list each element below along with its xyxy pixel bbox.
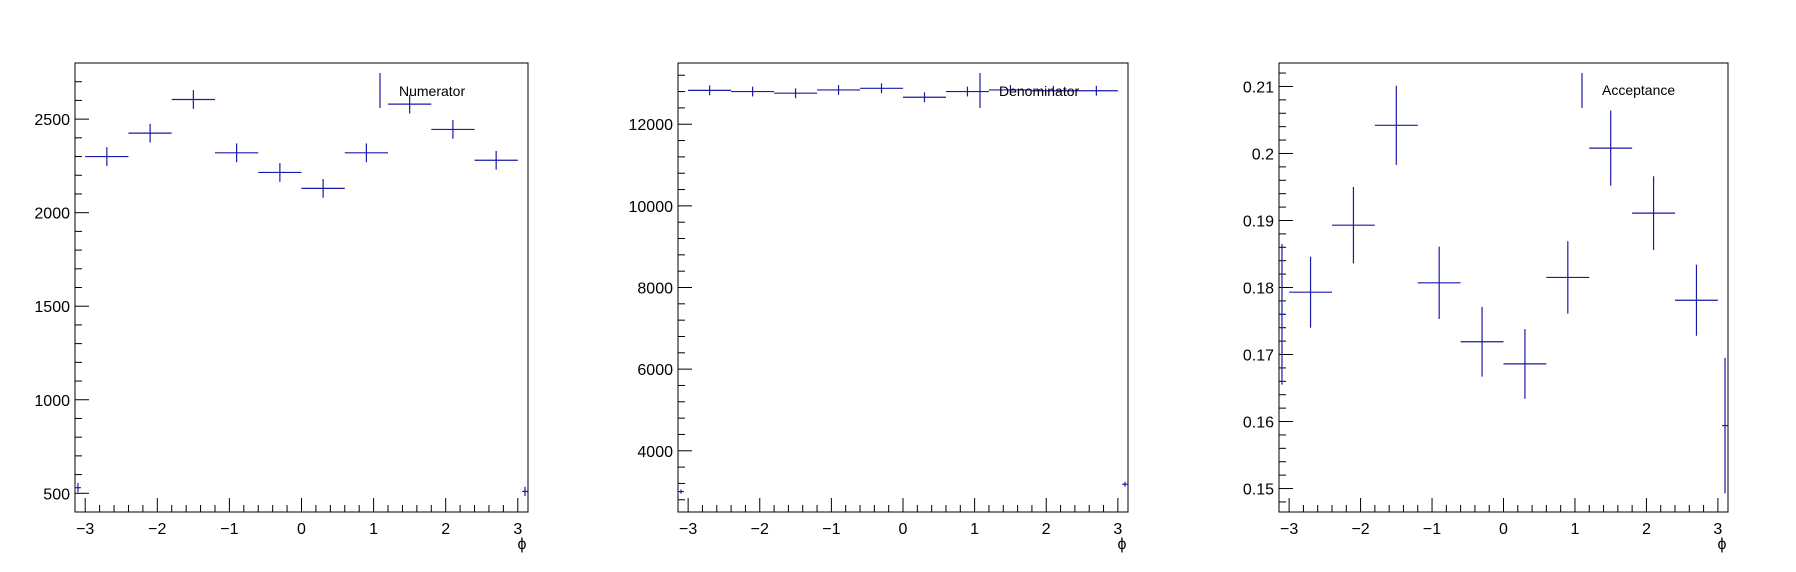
data-point	[258, 163, 302, 182]
x-tick-label: 1	[369, 521, 378, 538]
data-point	[214, 143, 259, 163]
y-tick-label: 12000	[629, 117, 674, 134]
y-tick-label: 0.2	[1252, 146, 1274, 163]
data-point	[1074, 85, 1118, 96]
x-tick-label: 0	[1499, 521, 1508, 538]
data-point	[1546, 241, 1590, 314]
data-point	[301, 178, 345, 198]
data-point	[522, 486, 528, 497]
data-point	[1289, 256, 1332, 328]
y-tick-label: 0.15	[1243, 482, 1274, 499]
y-tick-label: 10000	[629, 199, 674, 216]
data-point	[903, 92, 946, 103]
data-point	[474, 150, 518, 170]
data-point	[1722, 357, 1728, 494]
data-point	[1374, 85, 1418, 165]
data-point	[75, 483, 81, 493]
data-point	[388, 94, 432, 114]
x-tick-label: −1	[220, 521, 238, 538]
data-point	[1632, 176, 1676, 250]
data-point	[1503, 329, 1547, 399]
data-point	[1417, 246, 1461, 319]
y-tick-label: 4000	[637, 444, 673, 461]
chart-panel-3: −3 −2 −1 0 1 2 3 0.15 0.16 0.17 0.18 0.19 0.2 0.21 ϕ Ac…	[1243, 62, 1729, 553]
x-tick-label: −2	[751, 521, 769, 538]
y-tick-label: 6000	[637, 362, 673, 379]
y-tick-label: 2000	[34, 206, 70, 223]
x-tick-label: 0	[899, 521, 908, 538]
x-tick-label: 3	[513, 521, 522, 538]
data-point	[1031, 85, 1075, 96]
y-tick-label: 0.18	[1243, 281, 1274, 298]
x-axis-title: ϕ	[518, 536, 527, 553]
legend-box	[972, 70, 1116, 114]
x-tick-label: −1	[822, 521, 840, 538]
y-tick-label: 0.17	[1243, 348, 1274, 365]
y-tick-label: 1500	[34, 299, 70, 316]
data-point	[344, 143, 389, 163]
data-point	[860, 83, 903, 94]
x-axis-title: ϕ	[1118, 536, 1127, 553]
data-point	[1589, 110, 1633, 186]
plot-frame	[1278, 62, 1729, 513]
x-tick-label: 0	[297, 521, 306, 538]
data-point	[1331, 186, 1375, 264]
chart-panel-2: −3 −2 −1 0 1 2 3 4000 6000 8000 10000 12000 ϕ Denomin…	[629, 62, 1129, 553]
x-tick-label: 2	[441, 521, 450, 538]
chart-panel-1: −3 −2 −1 0 1 2 3 500 1000 1500 2000 2500 ϕ Numerator	[34, 62, 529, 553]
x-tick-label: −2	[1351, 521, 1369, 538]
data-point	[774, 88, 818, 99]
data-point	[1675, 264, 1718, 336]
legend-label: Numerator	[399, 83, 465, 99]
data-point	[128, 123, 172, 143]
legend-box	[372, 70, 516, 114]
legend-label: Acceptance	[1602, 82, 1675, 98]
x-tick-label: −2	[148, 521, 166, 538]
y-tick-label: 0.16	[1243, 415, 1274, 432]
y-tick-label: 0.19	[1243, 213, 1274, 230]
y-tick-label: 0.21	[1243, 79, 1274, 96]
data-point	[1460, 306, 1504, 377]
y-tick-label: 2500	[34, 112, 70, 129]
data-point	[1279, 243, 1285, 385]
data-point	[688, 85, 732, 96]
x-tick-label: −3	[76, 521, 94, 538]
x-tick-label: 3	[1113, 521, 1122, 538]
x-tick-label: 2	[1642, 521, 1651, 538]
data-point	[431, 120, 475, 139]
data-point	[945, 86, 989, 97]
y-tick-label: 8000	[637, 281, 673, 298]
plot-frame	[74, 62, 529, 513]
x-tick-label: −3	[1280, 521, 1298, 538]
x-tick-label: 3	[1713, 521, 1722, 538]
x-tick-label: 1	[1571, 521, 1580, 538]
plot-frame	[677, 62, 1129, 513]
x-axis-title: ϕ	[1718, 536, 1727, 553]
data-point	[85, 147, 129, 166]
data-point	[988, 85, 1032, 95]
y-tick-label: 500	[43, 486, 70, 503]
data-point	[731, 86, 775, 97]
y-tick-label: 1000	[34, 393, 70, 410]
data-point	[678, 489, 684, 494]
legend-box	[1574, 70, 1716, 114]
x-tick-label: −3	[679, 521, 697, 538]
x-tick-label: −1	[1423, 521, 1441, 538]
data-point	[1122, 481, 1128, 487]
data-point	[171, 90, 215, 109]
legend-label: Denominator	[999, 83, 1079, 99]
x-tick-label: 2	[1042, 521, 1051, 538]
x-tick-label: 1	[970, 521, 979, 538]
data-point	[817, 85, 861, 95]
